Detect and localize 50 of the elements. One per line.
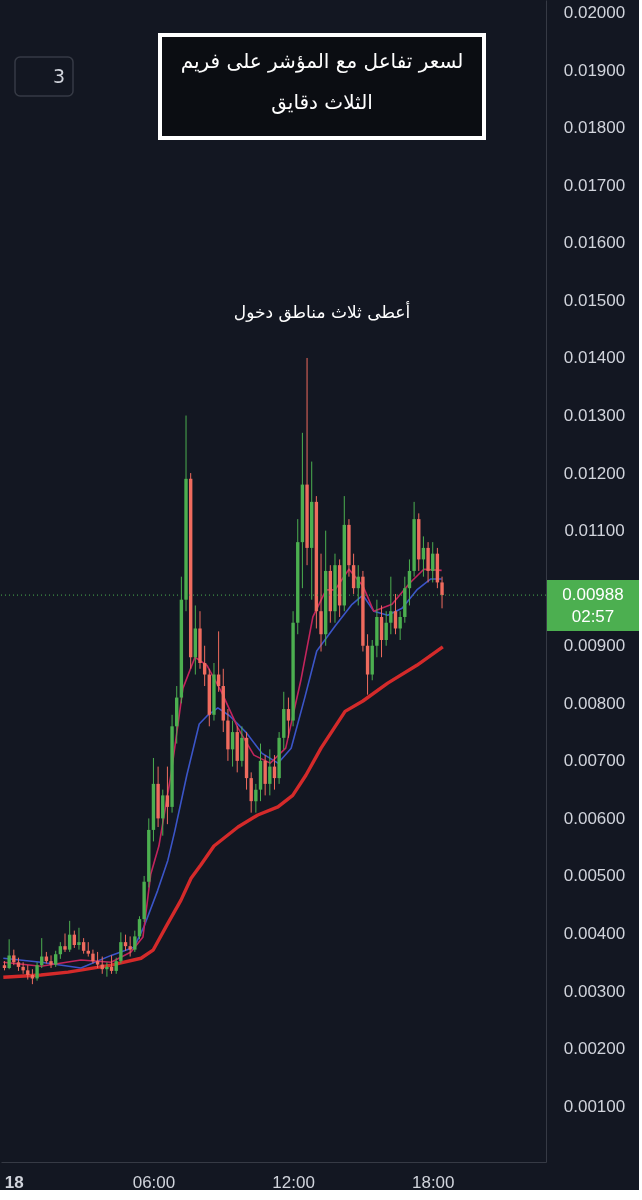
candlestick (49, 954, 53, 969)
candlestick (21, 961, 25, 975)
y-tick-label: 0.01900 (563, 60, 626, 80)
candlestick (426, 541, 430, 583)
y-tick-label: 0.01100 (564, 521, 625, 541)
y-tick-label: 0.00700 (563, 751, 626, 771)
y-tick-label: 0.01300 (563, 406, 626, 426)
candlestick (35, 961, 39, 982)
y-tick-label: 0.00800 (563, 693, 626, 713)
candlestick (398, 610, 402, 641)
candlestick (63, 933, 67, 953)
candlestick (440, 576, 444, 609)
y-tick-label: 0.02000 (563, 3, 626, 23)
candlestick (105, 961, 109, 978)
candlestick (268, 748, 272, 796)
x-tick-label: 18:00 (411, 1172, 455, 1192)
candlestick (319, 553, 323, 652)
x-tick-label: 06:00 (132, 1172, 176, 1192)
y-tick-label: 0.01500 (563, 290, 626, 310)
y-tick-label: 0.00100 (563, 1096, 626, 1116)
candlestick (7, 938, 11, 970)
y-tick-label: 0.01700 (563, 175, 626, 195)
y-tick-label: 0.00600 (563, 808, 626, 828)
candlestick (254, 783, 258, 814)
y-tick-label: 0.01200 (563, 463, 626, 483)
x-tick-label: 18 (4, 1172, 24, 1192)
y-tick-label: 0.01800 (563, 118, 626, 138)
candlestick (202, 645, 207, 687)
y-tick-label: 0.01600 (563, 233, 626, 253)
y-tick-label: 0.00900 (563, 636, 626, 656)
candlestick (77, 927, 81, 951)
ref-line-label: 0.00988 02:57 (562, 585, 624, 627)
annotation: لسعر تفاعل مع المؤشر على فريم الثلاث دقايق (180, 49, 464, 114)
annotation: أعطى ثلاث مناطق دخول (233, 301, 411, 322)
candlestick (165, 766, 170, 825)
candlestick (128, 935, 132, 958)
y-tick-label: 0.00300 (563, 981, 626, 1001)
x-tick-label: 12:00 (272, 1172, 315, 1192)
candlestick (263, 754, 267, 796)
y-tick-label: 0.00400 (563, 924, 626, 944)
candlestick (240, 725, 244, 768)
candlestick (133, 930, 137, 953)
candlestick (249, 771, 253, 814)
y-tick-label: 0.00500 (563, 866, 626, 886)
candlestick (286, 697, 291, 739)
candlestick (119, 931, 123, 964)
candlestick (384, 610, 388, 647)
y-tick-label: 0.01400 (563, 348, 626, 368)
annotation: 3 (52, 65, 66, 87)
y-tick-label: 0.00200 (563, 1039, 626, 1059)
